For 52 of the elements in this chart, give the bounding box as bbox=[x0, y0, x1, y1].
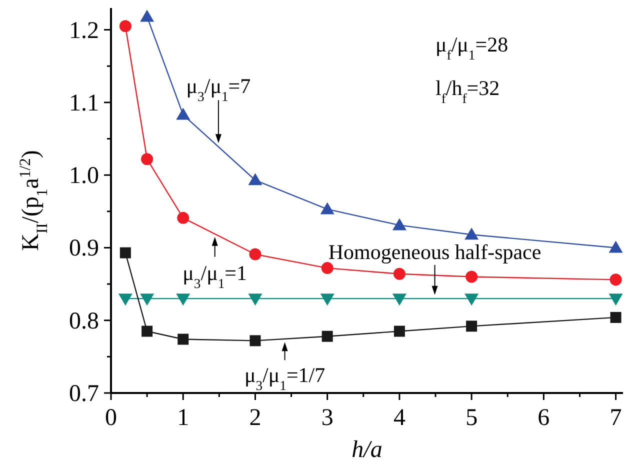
x-tick-label: 6 bbox=[538, 405, 550, 431]
point bbox=[249, 248, 262, 260]
y-tick-label: 1.2 bbox=[69, 18, 99, 44]
annotation: μ$_{3}$/μ$_{1}$=1/7 bbox=[244, 363, 326, 393]
point bbox=[142, 326, 153, 337]
point bbox=[464, 294, 479, 306]
point bbox=[610, 274, 622, 286]
y-tick-label: 0.9 bbox=[69, 236, 99, 262]
point bbox=[610, 312, 622, 323]
point bbox=[393, 268, 406, 280]
point bbox=[466, 270, 478, 283]
point bbox=[141, 153, 154, 166]
y-tick-label: 0.7 bbox=[69, 381, 99, 407]
point bbox=[176, 294, 190, 306]
annotation: μ$_{3}$/μ$_{1}$=1 bbox=[182, 260, 248, 290]
point bbox=[119, 20, 132, 32]
point bbox=[392, 218, 406, 230]
point bbox=[320, 202, 334, 214]
y-tick-label: 0.8 bbox=[69, 308, 99, 334]
annotation: μ$_{3}$/μ$_{1}$=7 bbox=[186, 74, 251, 104]
point bbox=[392, 294, 406, 306]
x-tick-label: 4 bbox=[393, 405, 406, 431]
x-tick-label: 3 bbox=[321, 405, 334, 431]
point bbox=[322, 330, 333, 342]
y-tick-label: 1.0 bbox=[69, 163, 99, 190]
y-tick-label: 1.1 bbox=[69, 90, 99, 116]
x-axis-title: h/a bbox=[352, 437, 382, 463]
point bbox=[118, 294, 132, 306]
x-tick-label: 0 bbox=[105, 405, 117, 431]
point bbox=[320, 294, 334, 306]
annotation: μ$_{f}$/μ$_{1}$=28 bbox=[436, 32, 508, 62]
point bbox=[250, 335, 261, 346]
point bbox=[608, 294, 623, 306]
annotation: Homogeneous half-space bbox=[328, 240, 542, 264]
point bbox=[394, 326, 405, 337]
x-tick-label: 2 bbox=[249, 405, 262, 431]
x-tick-label: 5 bbox=[466, 405, 478, 431]
x-tick-label: 7 bbox=[610, 405, 622, 431]
point bbox=[464, 228, 479, 240]
point bbox=[248, 173, 262, 186]
point bbox=[178, 334, 189, 345]
point bbox=[140, 294, 154, 306]
point bbox=[321, 262, 334, 274]
point bbox=[466, 320, 478, 332]
point bbox=[120, 247, 131, 258]
x-tick-label: 1 bbox=[177, 405, 190, 431]
point bbox=[248, 294, 262, 306]
annotation: l$_{f}$/h$_{f}$=32 bbox=[436, 76, 500, 106]
point bbox=[608, 240, 623, 253]
point bbox=[177, 212, 190, 224]
point bbox=[176, 108, 190, 120]
point bbox=[140, 10, 154, 22]
